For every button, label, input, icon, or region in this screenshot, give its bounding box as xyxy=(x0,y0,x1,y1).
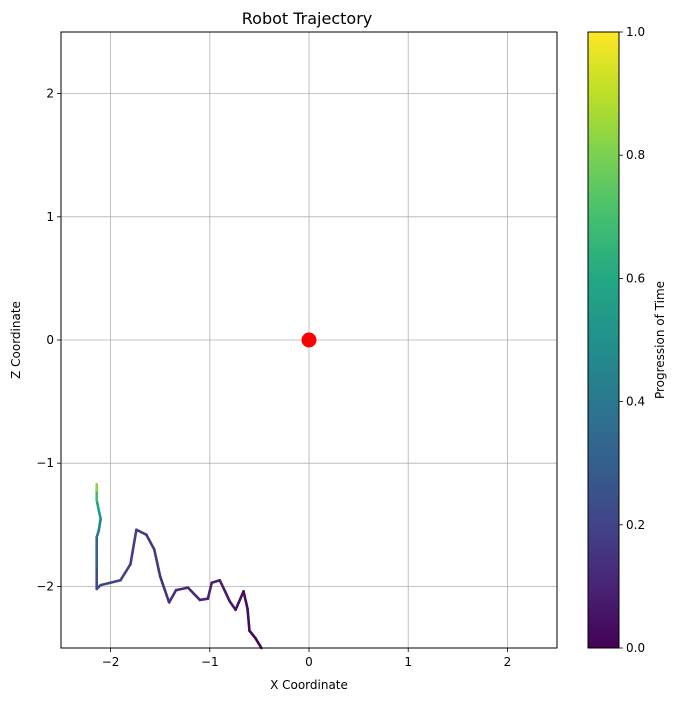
y-tick-label: 0 xyxy=(46,333,54,347)
colorbar-tick-label: 1.0 xyxy=(626,25,645,39)
x-tick-label: 0 xyxy=(305,655,313,669)
trajectory-segment xyxy=(97,517,102,533)
colorbar xyxy=(587,31,620,649)
trajectory-segment xyxy=(206,581,214,601)
trajectory-segment xyxy=(242,590,249,610)
y-tick-label: 1 xyxy=(46,210,54,224)
y-tick-label: −1 xyxy=(36,456,54,470)
x-tick-label: −2 xyxy=(102,655,120,669)
y-tick-label: −2 xyxy=(36,579,54,593)
colorbar-tick-label: 0.6 xyxy=(626,271,645,285)
target-marker-group xyxy=(301,332,317,348)
trajectory-segment xyxy=(99,578,122,587)
y-axis-ticks: −2 −1 0 1 2 xyxy=(36,87,61,593)
colorbar-ticks: 0.0 0.2 0.4 0.6 0.8 1.0 xyxy=(619,25,645,655)
trajectory-line xyxy=(95,482,263,650)
trajectory-segment xyxy=(248,629,257,640)
trajectory-segment xyxy=(218,578,227,594)
trajectory-segment xyxy=(254,636,263,650)
trajectory-segment xyxy=(135,528,148,536)
colorbar-tick-label: 0.2 xyxy=(626,518,645,532)
colorbar-tick-label: 0.8 xyxy=(626,148,645,162)
chart-title: Robot Trajectory xyxy=(242,9,373,28)
trajectory-segment xyxy=(224,591,231,603)
grid-lines xyxy=(61,32,557,648)
trajectory-segment xyxy=(234,590,245,612)
trajectory-segment xyxy=(228,599,237,612)
x-axis-ticks: −2 −1 0 1 2 xyxy=(102,648,511,669)
x-tick-label: 2 xyxy=(504,655,512,669)
y-tick-label: 2 xyxy=(46,87,54,101)
colorbar-tick-label: 0.4 xyxy=(626,395,645,409)
trajectory-segment xyxy=(95,498,100,512)
y-axis-label: Z Coordinate xyxy=(9,301,23,379)
trajectory-segment xyxy=(186,586,202,602)
trajectory-segment xyxy=(198,597,210,602)
trajectory-segment xyxy=(152,548,162,578)
x-tick-label: −1 xyxy=(201,655,219,669)
trajectory-segment xyxy=(210,578,222,585)
x-axis-label: X Coordinate xyxy=(270,678,348,692)
trajectory-segment xyxy=(129,528,138,566)
trajectory-segment xyxy=(246,607,251,633)
trajectory-segment xyxy=(174,586,190,592)
x-tick-label: 1 xyxy=(404,655,412,669)
trajectory-segment xyxy=(158,575,171,604)
trajectory-segment xyxy=(145,533,156,551)
colorbar-tick-label: 0.0 xyxy=(626,641,645,655)
trajectory-segment xyxy=(97,508,102,520)
trajectory-segment xyxy=(119,562,132,582)
target-point xyxy=(301,332,317,348)
trajectory-segment xyxy=(167,588,178,604)
colorbar-label: Progression of Time xyxy=(653,281,667,399)
